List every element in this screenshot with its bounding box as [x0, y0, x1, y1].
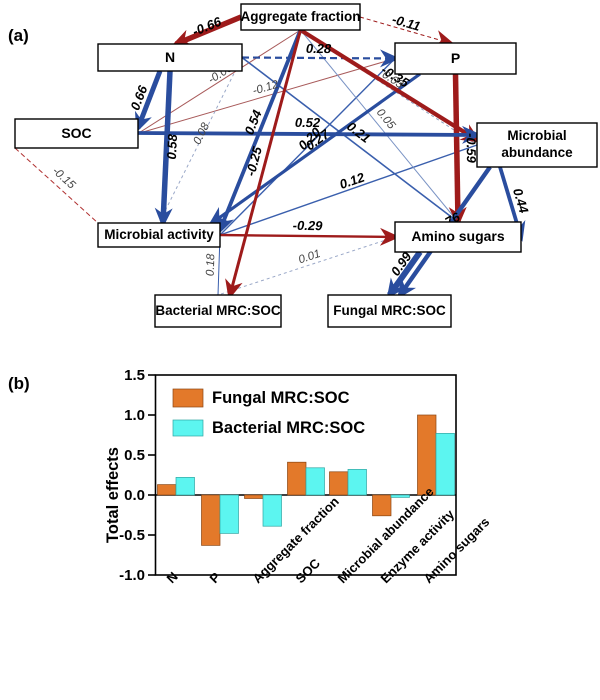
svg-text:Fungal MRC:SOC: Fungal MRC:SOC	[212, 389, 350, 407]
svg-text:Enzyme activity: Enzyme activity	[378, 506, 458, 586]
svg-text:1.0: 1.0	[124, 407, 145, 424]
svg-text:-0.5: -0.5	[119, 527, 145, 544]
svg-text:P: P	[207, 569, 224, 586]
svg-text:-1.0: -1.0	[119, 567, 145, 584]
svg-text:Bacterial MRC:SOC: Bacterial MRC:SOC	[212, 419, 365, 437]
svg-text:SOC: SOC	[293, 555, 324, 586]
svg-text:Total effects: Total effects	[104, 447, 122, 543]
svg-text:0.0: 0.0	[124, 487, 145, 504]
svg-text:0.5: 0.5	[124, 447, 145, 464]
svg-text:1.5: 1.5	[124, 367, 145, 384]
svg-text:N: N	[164, 569, 181, 586]
